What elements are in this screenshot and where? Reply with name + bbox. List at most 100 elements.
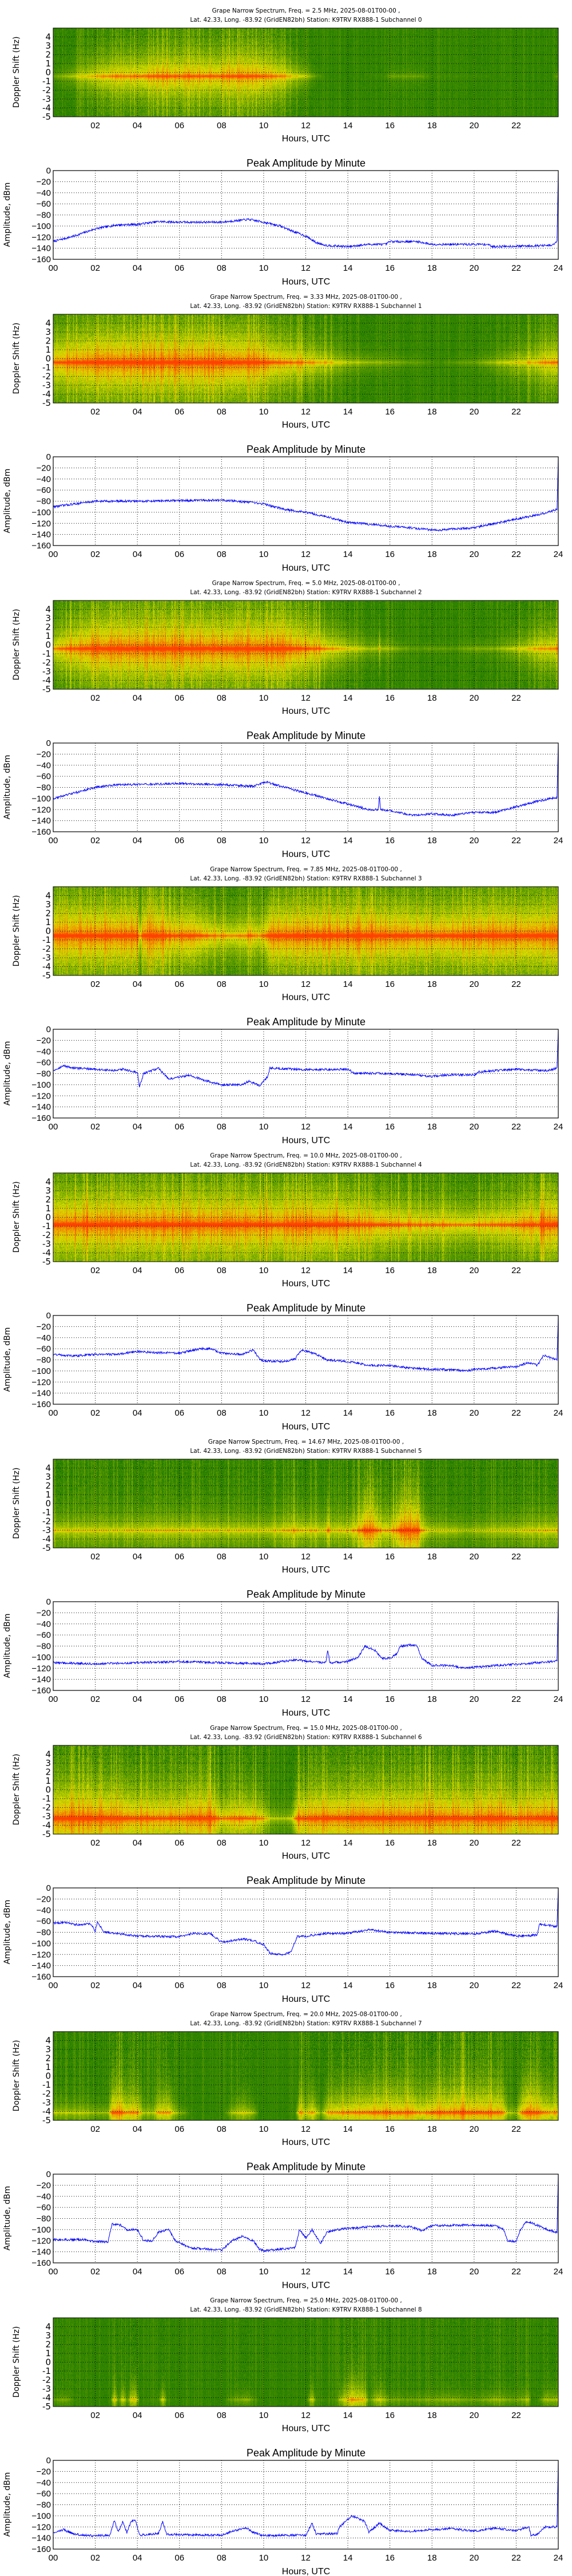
amplitude-y-tick-label: −40 [37,1906,51,1915]
spectrum-y-tick-label: 0 [45,354,51,364]
amplitude-y-tick-label: −20 [37,1894,51,1904]
spectrum-y-tick-label: 2 [45,50,51,60]
amplitude-x-tick-label: 04 [133,2267,142,2277]
spectrum-x-tick-label: 02 [90,121,100,131]
amplitude-x-tick-label: 20 [469,1981,479,1990]
spectrum-x-tick-label: 18 [427,121,437,131]
spectrum-y-tick-label: -4 [42,1820,51,1831]
spectrum-y-tick-label: 3 [45,1472,51,1482]
amplitude-y-tick-label: −140 [31,244,51,254]
amplitude-x-tick-label: 22 [511,1694,521,1704]
amplitude-series-line [53,1887,559,1956]
spectrum-y-tick-label: -1 [42,935,51,945]
doppler-spectrogram [53,2318,558,2407]
amplitude-x-tick-label: 22 [511,2267,521,2277]
spectrum-x-tick-label: 08 [217,1838,227,1848]
amplitude-x-tick-label: 04 [133,2553,142,2563]
amplitude-frame [53,170,559,260]
amplitude-y-tick-label: −20 [37,463,51,473]
spectrum-x-tick-label: 06 [174,2124,184,2134]
spectrum-y-tick-label: -3 [42,666,51,677]
amplitude-x-tick-label: 16 [385,1408,395,1418]
spectrum-frame [53,27,559,117]
doppler-spectrogram [53,314,558,403]
spectrum-y-tick-label: -3 [42,94,51,104]
spectrum-x-tick-label: 08 [217,1552,227,1562]
spectrum-y-tick-label: 2 [45,1195,51,1205]
amplitude-y-tick-label: −40 [37,475,51,484]
amplitude-x-tick-label: 16 [385,836,395,846]
amplitude-title: Peak Amplitude by Minute [247,1016,366,1028]
spectrum-x-tick-label: 12 [301,1552,311,1562]
amplitude-x-tick-label: 18 [427,263,437,273]
amplitude-series-line [53,170,559,248]
amplitude-x-tick-label: 10 [259,550,269,559]
amplitude-y-tick-label: −100 [31,794,51,804]
amplitude-y-tick-label: −120 [31,232,51,242]
doppler-spectrogram [53,887,558,975]
amplitude-y-axis-label: Amplitude, dBm [3,2472,12,2537]
spectrum-y-tick-label: -5 [42,1257,51,1267]
spectrum-y-tick-label: 0 [45,1499,51,1509]
amplitude-y-tick-label: −80 [37,2214,51,2224]
spectrum-x-tick-label: 02 [90,2124,100,2134]
spectrum-x-tick-label: 14 [343,1838,353,1848]
spectrum-x-tick-label: 12 [301,121,311,131]
spectrum-x-tick-label: 20 [469,693,479,703]
spectrum-x-tick-label: 02 [90,693,100,703]
spectrum-x-tick-label: 14 [343,407,353,417]
spectrum-title-line2: Lat. 42.33, Long. -83.92 (GridEN82bh) St… [190,875,422,882]
amplitude-x-tick-label: 08 [217,550,227,559]
spectrum-y-tick-label: 1 [45,1203,51,1214]
spectrum-x-tick-label: 12 [301,2411,311,2420]
amplitude-x-tick-label: 22 [511,2553,521,2563]
spectrum-y-tick-label: 0 [45,640,51,650]
spectrum-x-tick-label: 20 [469,121,479,131]
spectrum-x-tick-label: 22 [511,979,521,989]
spectrum-y-axis-label: Doppler Shift (Hz) [12,895,21,967]
amplitude-y-axis-label: Amplitude, dBm [3,2186,12,2251]
amplitude-x-tick-label: 14 [343,550,353,559]
spectrum-y-tick-label: 1 [45,58,51,69]
spectrum-title-line1: Grape Narrow Spectrum, Freq. = 3.33 MHz,… [210,294,402,301]
spectrum-title-line2: Lat. 42.33, Long. -83.92 (GridEN82bh) St… [190,1161,422,1168]
amplitude-y-tick-label: −100 [31,1080,51,1090]
amplitude-title: Peak Amplitude by Minute [247,444,366,455]
spectrum-y-tick-label: -3 [42,953,51,963]
amplitude-y-tick-label: −40 [37,1619,51,1629]
amplitude-y-tick-label: −100 [31,1366,51,1376]
amplitude-x-tick-label: 06 [174,1981,184,1990]
spectrum-y-tick-label: -5 [42,1543,51,1553]
spectrum-y-tick-label: -5 [42,684,51,694]
amplitude-x-tick-label: 04 [133,836,142,846]
amplitude-x-tick-label: 04 [133,263,142,273]
spectrum-x-tick-label: 10 [259,2124,269,2134]
spectrum-y-tick-label: -4 [42,103,51,113]
spectrum-x-tick-label: 06 [174,1266,184,1275]
spectrum-y-tick-label: -2 [42,658,51,668]
spectrum-x-tick-label: 12 [301,407,311,417]
amplitude-x-tick-label: 22 [511,1408,521,1418]
channel-chart-overlay: Grape Narrow Spectrum, Freq. = 5.0 MHz, … [3,580,563,859]
amplitude-x-tick-label: 00 [49,263,58,273]
amplitude-y-tick-label: −160 [31,1686,51,1696]
spectrum-x-tick-label: 18 [427,2411,437,2420]
spectrum-x-tick-label: 04 [133,979,142,989]
amplitude-x-tick-label: 00 [49,1981,58,1990]
amplitude-y-tick-label: −80 [37,1642,51,1652]
amplitude-y-tick-label: −60 [37,1344,51,1354]
amplitude-y-tick-label: −120 [31,1091,51,1101]
spectrum-y-axis-label: Doppler Shift (Hz) [12,37,21,108]
channel-panel: Grape Narrow Spectrum, Freq. = 25.0 MHz,… [0,2290,572,2576]
spectrum-y-tick-label: 1 [45,2062,51,2072]
spectrum-y-tick-label: 0 [45,926,51,937]
spectrum-x-tick-label: 18 [427,979,437,989]
amplitude-y-tick-label: 0 [46,2456,51,2466]
spectrum-y-tick-label: -2 [42,372,51,382]
spectrum-y-tick-label: -5 [42,970,51,981]
amplitude-x-tick-label: 00 [49,550,58,559]
spectrum-y-tick-label: -2 [42,2089,51,2099]
spectrum-y-tick-label: 0 [45,1212,51,1223]
doppler-spectrogram [53,1745,558,1834]
amplitude-x-tick-label: 06 [174,836,184,846]
